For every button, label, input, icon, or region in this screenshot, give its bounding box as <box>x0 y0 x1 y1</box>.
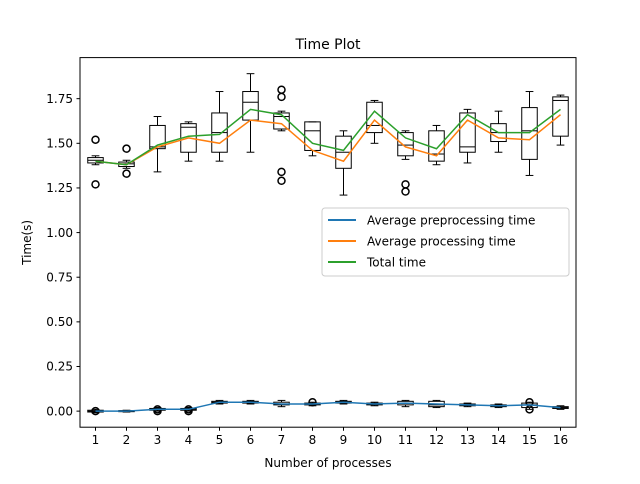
x-tick-label: 13 <box>460 433 475 447</box>
upper-boxplot-5 <box>211 91 228 162</box>
x-tick-label: 8 <box>309 433 317 447</box>
y-tick-label: 1.00 <box>46 226 73 240</box>
outlier-point <box>277 176 286 186</box>
y-tick-label: 1.75 <box>46 92 73 106</box>
legend-label-total: Total time <box>366 256 426 270</box>
legend: Average preprocessing time Average proce… <box>321 207 570 277</box>
outlier-point <box>91 180 100 189</box>
upper-boxplot-11 <box>397 130 414 196</box>
legend-label-processing: Average processing time <box>367 235 516 249</box>
outlier-point <box>277 92 286 102</box>
series-line-1 <box>95 114 561 166</box>
upper-boxplot-3 <box>149 116 166 173</box>
x-axis-label: Number of processes <box>264 456 391 470</box>
y-tick-label: 1.50 <box>46 137 73 151</box>
outlier-point <box>91 135 100 144</box>
boxplot-layer <box>87 73 569 416</box>
legend-frame <box>321 207 570 277</box>
x-tick-label: 2 <box>123 433 131 447</box>
x-tick-label: 11 <box>398 433 413 447</box>
x-tick-label: 6 <box>247 433 255 447</box>
outlier-point <box>122 169 131 178</box>
y-axis-label: Time(s) <box>20 220 34 266</box>
x-tick-label: 12 <box>429 433 444 447</box>
outlier-point <box>277 167 286 177</box>
x-tick-label: 16 <box>553 433 568 447</box>
outlier-point <box>122 144 131 153</box>
series-line-0 <box>95 401 561 412</box>
series-lines-layer <box>95 108 561 412</box>
series-line-2 <box>95 108 561 166</box>
chart-title: Time Plot <box>294 37 361 53</box>
x-tick-label: 10 <box>367 433 382 447</box>
upper-boxplot-1 <box>87 135 104 189</box>
upper-boxplot-16 <box>552 94 569 146</box>
y-tick-label: 0.50 <box>46 315 73 329</box>
x-tick-label: 7 <box>278 433 286 447</box>
outlier-point <box>401 187 410 196</box>
lower-boxplot-4 <box>180 405 197 416</box>
x-axis-ticks: 1 2 3 4 5 6 7 8 9 10 11 12 13 14 15 16 <box>92 427 568 447</box>
plot-area-frame <box>79 57 577 428</box>
x-tick-label: 3 <box>154 433 162 447</box>
y-tick-label: 1.25 <box>46 181 73 195</box>
y-tick-label: 0.00 <box>46 404 73 418</box>
legend-label-preprocessing: Average preprocessing time <box>367 214 535 228</box>
x-tick-label: 4 <box>185 433 193 447</box>
x-tick-label: 1 <box>92 433 100 447</box>
y-axis-ticks: 0.00 0.25 0.50 0.75 1.00 1.25 1.50 1.75 <box>46 92 80 418</box>
y-tick-label: 0.75 <box>46 270 73 284</box>
y-tick-label: 0.25 <box>46 360 73 374</box>
upper-boxplot-13 <box>459 108 476 164</box>
x-tick-label: 15 <box>522 433 537 447</box>
x-tick-label: 14 <box>491 433 506 447</box>
x-tick-label: 5 <box>216 433 224 447</box>
outlier-point <box>525 397 534 407</box>
upper-boxplot-9 <box>335 130 352 196</box>
x-tick-label: 9 <box>340 433 348 447</box>
outlier-point <box>308 397 317 407</box>
